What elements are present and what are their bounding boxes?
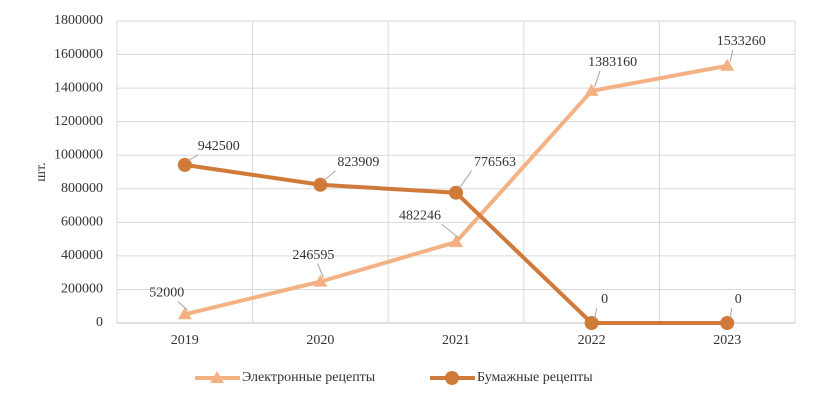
leader-line	[594, 307, 598, 320]
leader-line	[323, 170, 336, 182]
data-point	[313, 274, 328, 287]
data-label: 52000	[149, 285, 184, 300]
y-tick-label: 800000	[61, 181, 103, 196]
data-point	[313, 177, 328, 192]
y-tick-label: 600000	[61, 215, 103, 230]
data-label: 0	[601, 292, 608, 307]
leader-line	[458, 170, 473, 189]
data-point	[177, 157, 192, 172]
x-tick-label: 2021	[442, 333, 470, 348]
leader-line	[594, 70, 601, 88]
y-tick-label: 1200000	[54, 114, 103, 129]
data-label: 0	[735, 292, 742, 307]
legend-marker	[445, 371, 459, 385]
x-tick-label: 2023	[713, 333, 741, 348]
data-label: 246595	[292, 248, 334, 263]
leader-line	[441, 223, 460, 239]
data-label: 776563	[474, 155, 516, 170]
data-point	[584, 83, 599, 96]
data-point	[720, 316, 735, 330]
x-tick-label: 2019	[171, 333, 199, 348]
legend-marker	[210, 371, 224, 383]
x-tick-label: 2022	[578, 333, 606, 348]
leader-line	[729, 307, 733, 320]
data-label: 823909	[337, 155, 379, 170]
data-label: 1383160	[588, 55, 637, 70]
legend-label: Электронные рецепты	[242, 370, 376, 385]
y-tick-label: 1000000	[54, 147, 103, 162]
x-tick-label: 2020	[306, 333, 334, 348]
y-tick-label: 1600000	[54, 47, 103, 62]
y-tick-label: 400000	[61, 248, 103, 263]
legend-label: Бумажные рецепты	[477, 370, 593, 385]
leader-line	[729, 49, 734, 62]
data-point	[720, 58, 735, 71]
data-point	[177, 307, 192, 320]
y-tick-label: 1800000	[54, 13, 103, 28]
y-tick-label: 200000	[61, 282, 103, 297]
leader-line	[177, 300, 189, 311]
y-axis-label: шт.	[34, 162, 49, 181]
leader-line	[187, 154, 199, 162]
data-point	[449, 235, 463, 248]
data-label: 1533260	[717, 34, 766, 49]
data-point	[449, 185, 463, 200]
data-label: 482246	[399, 208, 441, 223]
y-tick-label: 1400000	[54, 80, 103, 95]
data-point	[584, 316, 599, 330]
y-tick-label: 0	[96, 315, 103, 330]
data-label: 942500	[198, 139, 240, 154]
leader-line	[317, 263, 324, 278]
